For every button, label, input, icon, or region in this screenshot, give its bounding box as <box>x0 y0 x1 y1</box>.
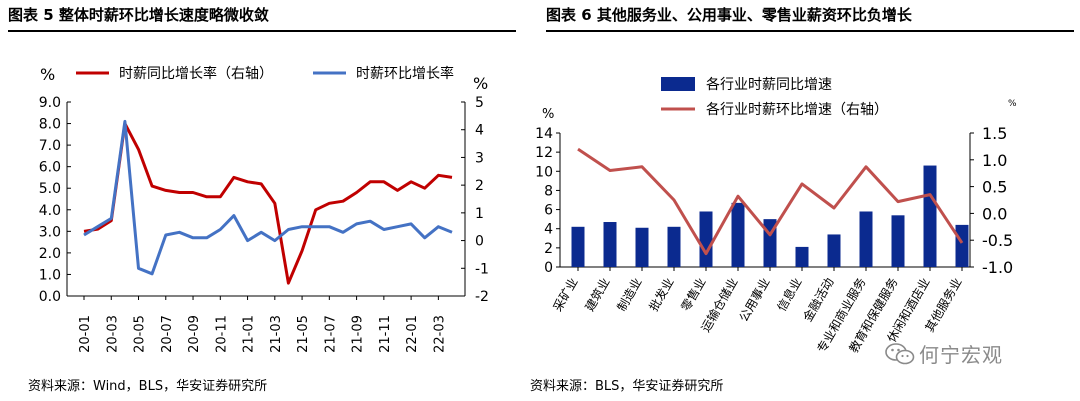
left-axis-tick-label: 12 <box>535 145 553 161</box>
legend-swatch-bar <box>661 77 695 91</box>
right-axis-tick-label: 1.0 <box>982 151 1007 170</box>
left-axis-tick-label: 5.0 <box>39 181 61 197</box>
left-axis-tick-label: 14 <box>535 126 553 142</box>
left-axis-tick-label: 6.0 <box>39 160 61 176</box>
bar <box>571 226 585 267</box>
right-axis-tick-label: 0 <box>475 234 484 250</box>
x-axis-tick-label: 21-11 <box>378 315 393 353</box>
right-axis-unit: % <box>473 74 488 93</box>
category-label: 批发业 <box>646 275 677 314</box>
x-axis-tick-label: 22-01 <box>405 315 420 353</box>
bar <box>859 211 873 267</box>
x-axis-tick-label: 20-03 <box>105 315 120 353</box>
left-axis-tick-label: 4 <box>544 222 553 238</box>
category-label: 建筑业 <box>582 275 613 314</box>
watermark-text: 何宁宏观 <box>919 343 1003 367</box>
x-axis-tick-label: 20-11 <box>214 315 229 353</box>
right-axis-tick-label: 4 <box>475 123 484 139</box>
right-axis-tick-label: 2 <box>475 178 484 194</box>
left-axis-tick-label: 6 <box>544 203 553 219</box>
x-axis-tick-label: 21-05 <box>296 315 311 353</box>
x-axis-tick-label: 20-01 <box>78 315 93 353</box>
legend-label: 各行业时薪同比增速 <box>706 77 832 93</box>
right-axis-unit: % <box>1008 99 1017 109</box>
x-axis-tick-label: 21-03 <box>269 315 284 353</box>
bar <box>923 165 937 267</box>
legend-label: 时薪同比增长率（右轴） <box>119 65 273 82</box>
right-axis-tick-label: -0.5 <box>982 231 1013 250</box>
x-axis-tick-label: 20-09 <box>187 315 202 353</box>
x-axis-tick-label: 20-07 <box>160 315 175 353</box>
bar <box>699 211 713 267</box>
left-axis-tick-label: 9.0 <box>39 95 61 111</box>
right-axis-tick-label: 3 <box>475 150 484 166</box>
figure-6-title: 图表 6 其他服务业、公用事业、零售业薪资环比负增长 <box>546 6 912 24</box>
left-axis-tick-label: 4.0 <box>39 203 61 219</box>
figure-5-source: 资料来源：Wind，BLS，华安证券研究所 <box>28 379 268 394</box>
x-axis-tick-label: 21-01 <box>242 315 257 353</box>
x-axis-tick-label: 22-03 <box>432 315 447 353</box>
watermark: 何宁宏观 <box>885 339 1003 368</box>
left-axis-unit: % <box>40 65 55 84</box>
figure-5-title: 图表 5 整体时薪环比增长速度略微收敛 <box>8 6 269 24</box>
figure-5-title-rule <box>8 30 516 32</box>
bar <box>827 234 841 267</box>
figure-6-title-rule <box>546 30 1074 32</box>
bar <box>667 226 681 267</box>
category-label: 制造业 <box>614 276 644 314</box>
left-axis-tick-label: 2 <box>544 241 553 257</box>
legend-label: 各行业时薪环比增速（右轴） <box>706 102 888 118</box>
left-axis-unit: % <box>542 107 554 122</box>
category-label: 信息业 <box>774 275 805 314</box>
series-line-mom <box>577 147 964 256</box>
figure-6-source: 资料来源：BLS，华安证券研究所 <box>530 379 724 394</box>
category-label: 公用事业 <box>736 276 772 325</box>
category-label: 零售业 <box>678 275 709 314</box>
x-axis-tick-label: 21-07 <box>323 315 338 353</box>
bar <box>635 227 649 267</box>
x-axis-tick-label: 21-09 <box>351 315 366 353</box>
right-axis-tick-label: 1.5 <box>982 124 1007 143</box>
series-line-yoy <box>83 122 453 285</box>
bar <box>731 202 745 267</box>
left-axis-tick-label: 1.0 <box>39 267 61 283</box>
right-axis-tick-label: -2 <box>475 289 489 305</box>
left-axis-tick-label: 8.0 <box>39 117 61 133</box>
right-axis-tick-label: 0.5 <box>982 178 1007 197</box>
bar <box>955 224 969 267</box>
bar <box>891 215 905 267</box>
left-axis-tick-label: 0 <box>544 260 553 276</box>
category-label: 金融活动 <box>800 275 837 324</box>
right-axis-tick-label: -1.0 <box>982 258 1013 277</box>
left-axis-tick-label: 2.0 <box>39 246 61 262</box>
x-axis-tick-label: 20-05 <box>133 315 148 353</box>
right-axis-tick-label: -1 <box>475 261 489 277</box>
left-axis-tick-label: 7.0 <box>39 138 61 154</box>
wechat-icon <box>885 342 915 364</box>
left-axis-tick-label: 10 <box>535 164 553 180</box>
bar <box>603 222 617 267</box>
right-axis-tick-label: 0.0 <box>982 204 1007 223</box>
right-axis-tick-label: 1 <box>475 206 484 222</box>
right-axis-tick-label: 5 <box>475 95 484 111</box>
category-label: 采矿业 <box>550 276 580 314</box>
left-axis-tick-label: 0.0 <box>39 289 61 305</box>
left-axis-tick-label: 3.0 <box>39 224 61 240</box>
bar <box>795 246 809 267</box>
left-axis-tick-label: 8 <box>544 183 553 199</box>
legend-label: 时薪环比增长率 <box>356 65 454 82</box>
series-line-mom <box>83 119 453 276</box>
